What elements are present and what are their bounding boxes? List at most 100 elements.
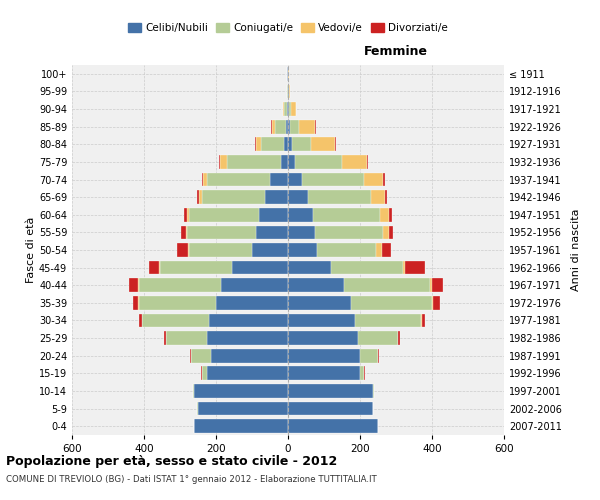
Bar	[284, 138, 288, 151]
Bar	[197, 190, 199, 204]
Bar	[216, 296, 288, 310]
Bar	[207, 331, 288, 345]
Bar	[311, 138, 335, 151]
Bar	[202, 366, 207, 380]
Text: Popolazione per età, sesso e stato civile - 2012: Popolazione per età, sesso e stato civil…	[6, 455, 337, 468]
Bar	[287, 67, 288, 80]
Bar	[271, 120, 272, 134]
Bar	[313, 208, 380, 222]
Bar	[288, 172, 302, 186]
Bar	[378, 349, 379, 362]
Bar	[315, 120, 316, 134]
Bar	[191, 349, 211, 362]
Bar	[403, 260, 405, 274]
Bar	[373, 384, 374, 398]
Bar	[288, 278, 344, 292]
Bar	[166, 331, 207, 345]
Bar	[360, 349, 378, 362]
Bar	[129, 278, 138, 292]
Bar	[360, 366, 364, 380]
Bar	[358, 331, 398, 345]
Bar	[295, 155, 342, 169]
Bar	[207, 172, 270, 186]
Bar	[288, 84, 289, 98]
Bar	[284, 102, 287, 116]
Bar	[288, 402, 373, 415]
Bar	[382, 243, 391, 257]
Bar	[283, 102, 284, 116]
Bar	[289, 84, 290, 98]
Bar	[433, 296, 440, 310]
Y-axis label: Fasce di età: Fasce di età	[26, 217, 36, 283]
Bar	[398, 331, 400, 345]
Bar	[288, 420, 378, 433]
Bar	[292, 138, 311, 151]
Bar	[193, 384, 194, 398]
Bar	[288, 366, 360, 380]
Bar	[389, 226, 393, 239]
Bar	[194, 384, 288, 398]
Bar	[187, 208, 189, 222]
Bar	[383, 226, 389, 239]
Bar	[211, 349, 288, 362]
Legend: Celibi/Nubili, Coniugati/e, Vedovi/e, Divorziati/e: Celibi/Nubili, Coniugati/e, Vedovi/e, Di…	[124, 18, 452, 37]
Bar	[288, 190, 308, 204]
Bar	[288, 260, 331, 274]
Text: COMUNE DI TREVIOLO (BG) - Dati ISTAT 1° gennaio 2012 - Elaborazione TUTTITALIA.I: COMUNE DI TREVIOLO (BG) - Dati ISTAT 1° …	[6, 475, 377, 484]
Bar	[288, 349, 360, 362]
Bar	[207, 366, 288, 380]
Bar	[281, 155, 288, 169]
Bar	[139, 296, 216, 310]
Bar	[302, 172, 364, 186]
Bar	[160, 260, 232, 274]
Bar	[189, 208, 259, 222]
Bar	[308, 190, 371, 204]
Bar	[288, 102, 289, 116]
Bar	[188, 243, 189, 257]
Bar	[221, 278, 288, 292]
Bar	[432, 296, 433, 310]
Bar	[288, 155, 295, 169]
Bar	[380, 208, 389, 222]
Bar	[291, 102, 296, 116]
Bar	[220, 155, 227, 169]
Bar	[142, 314, 209, 328]
Bar	[405, 260, 425, 274]
Bar	[289, 102, 291, 116]
Bar	[133, 296, 138, 310]
Bar	[256, 138, 261, 151]
Bar	[187, 226, 256, 239]
Bar	[288, 331, 358, 345]
Bar	[287, 102, 288, 116]
Bar	[272, 120, 275, 134]
Bar	[331, 260, 403, 274]
Bar	[344, 278, 430, 292]
Bar	[430, 278, 432, 292]
Text: Femmine: Femmine	[364, 44, 428, 58]
Bar	[203, 172, 207, 186]
Bar	[376, 243, 382, 257]
Bar	[232, 260, 288, 274]
Bar	[149, 260, 160, 274]
Bar	[164, 331, 166, 345]
Bar	[342, 155, 367, 169]
Bar	[256, 226, 288, 239]
Bar	[288, 314, 355, 328]
Bar	[209, 314, 288, 328]
Bar	[371, 190, 385, 204]
Bar	[178, 243, 188, 257]
Bar	[389, 208, 392, 222]
Bar	[288, 208, 313, 222]
Bar	[184, 208, 187, 222]
Bar	[198, 402, 288, 415]
Bar	[189, 243, 252, 257]
Bar	[227, 155, 281, 169]
Bar	[290, 120, 299, 134]
Bar	[422, 314, 425, 328]
Bar	[181, 226, 187, 239]
Bar	[261, 138, 284, 151]
Bar	[202, 172, 203, 186]
Bar	[202, 190, 265, 204]
Bar	[275, 120, 286, 134]
Bar	[288, 120, 290, 134]
